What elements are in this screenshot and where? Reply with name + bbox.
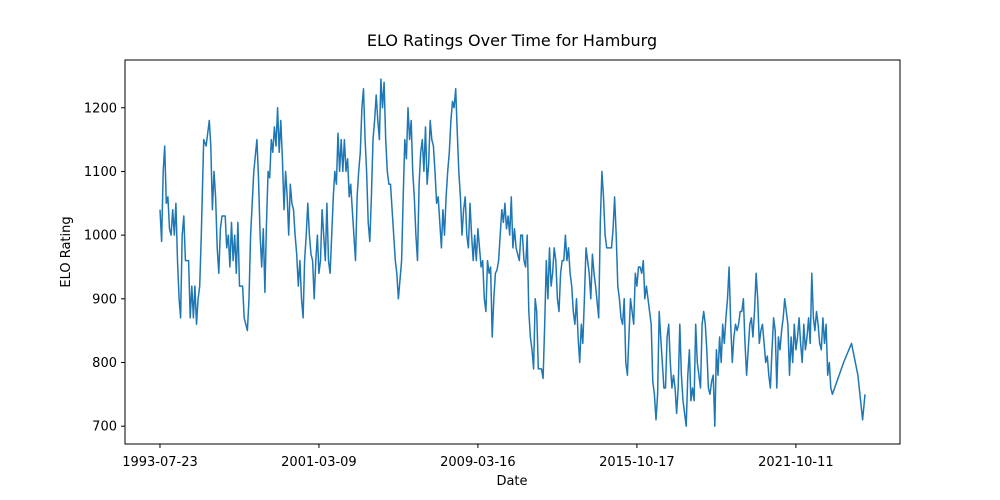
x-tick-label: 1993-07-23 xyxy=(122,455,198,470)
line-series xyxy=(159,78,866,427)
y-tick-label: 900 xyxy=(92,292,117,307)
y-axis-label: ELO Rating xyxy=(59,216,74,287)
y-tick-label: 1200 xyxy=(84,101,117,116)
y-tick-label: 1100 xyxy=(84,165,117,180)
x-tick-label: 2009-03-16 xyxy=(440,455,516,470)
y-tick-label: 700 xyxy=(92,420,117,435)
y-tick-label: 1000 xyxy=(84,229,117,244)
chart-title: ELO Ratings Over Time for Hamburg xyxy=(367,31,657,50)
x-tick-label: 2015-10-17 xyxy=(599,455,675,470)
x-axis-label: Date xyxy=(496,474,527,489)
x-tick-label: 2001-03-09 xyxy=(281,455,357,470)
x-tick-label: 2021-10-11 xyxy=(758,455,834,470)
plot-frame xyxy=(124,59,901,445)
y-tick-label: 800 xyxy=(92,356,117,371)
